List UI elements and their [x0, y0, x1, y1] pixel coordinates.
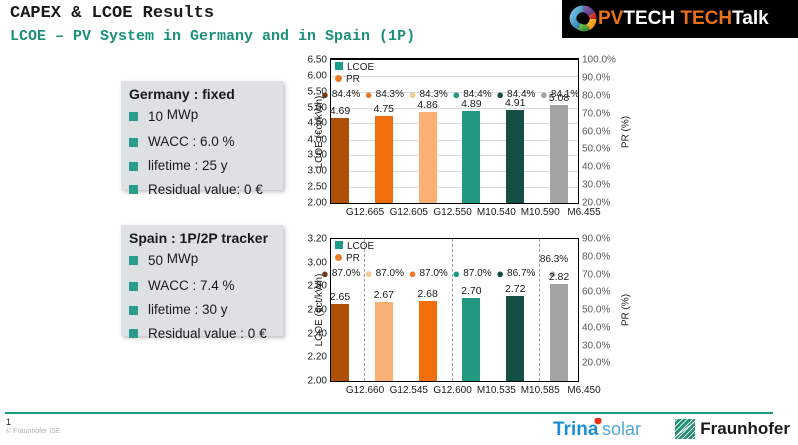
svg-text:solar: solar [602, 419, 641, 439]
svg-text:Trina: Trina [553, 419, 599, 440]
